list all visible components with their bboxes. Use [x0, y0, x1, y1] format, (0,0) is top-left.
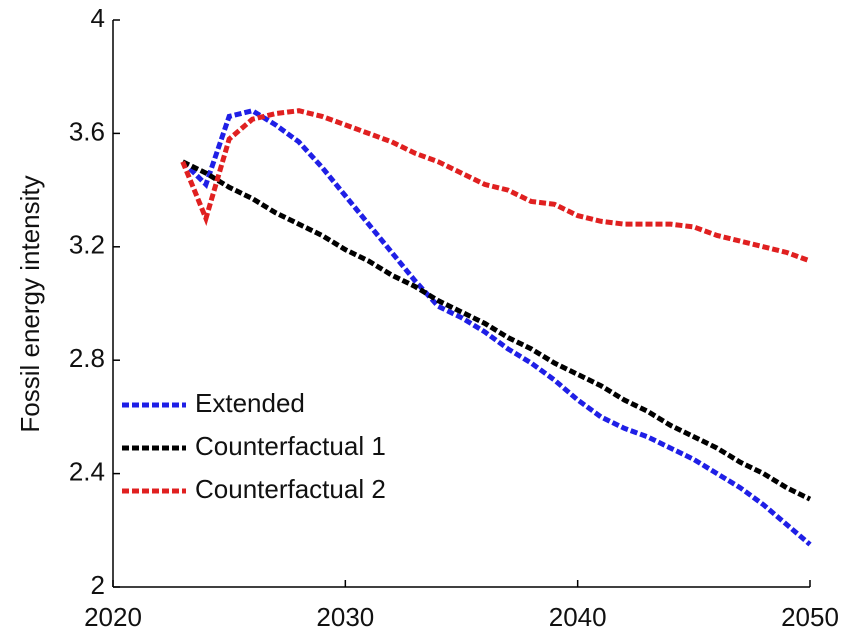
legend-label: Counterfactual 1 [195, 431, 386, 461]
y-tick-label: 2 [91, 570, 105, 600]
y-tick-label: 4 [91, 3, 105, 33]
legend-label: Extended [195, 388, 305, 418]
series-line [180, 108, 812, 547]
x-tick-label: 2020 [84, 602, 142, 632]
y-tick-label: 3.6 [69, 116, 105, 146]
series-line [180, 108, 811, 264]
y-axis-label: Fossil energy intensity [15, 175, 45, 432]
y-tick-label: 2.4 [69, 456, 105, 486]
y-tick-label: 3.2 [69, 230, 105, 260]
legend-label: Counterfactual 2 [195, 474, 386, 504]
x-tick-label: 2040 [549, 602, 607, 632]
y-tick-label: 2.8 [69, 343, 105, 373]
series-line [181, 159, 812, 502]
x-tick-label: 2050 [781, 602, 839, 632]
x-tick-label: 2030 [316, 602, 374, 632]
